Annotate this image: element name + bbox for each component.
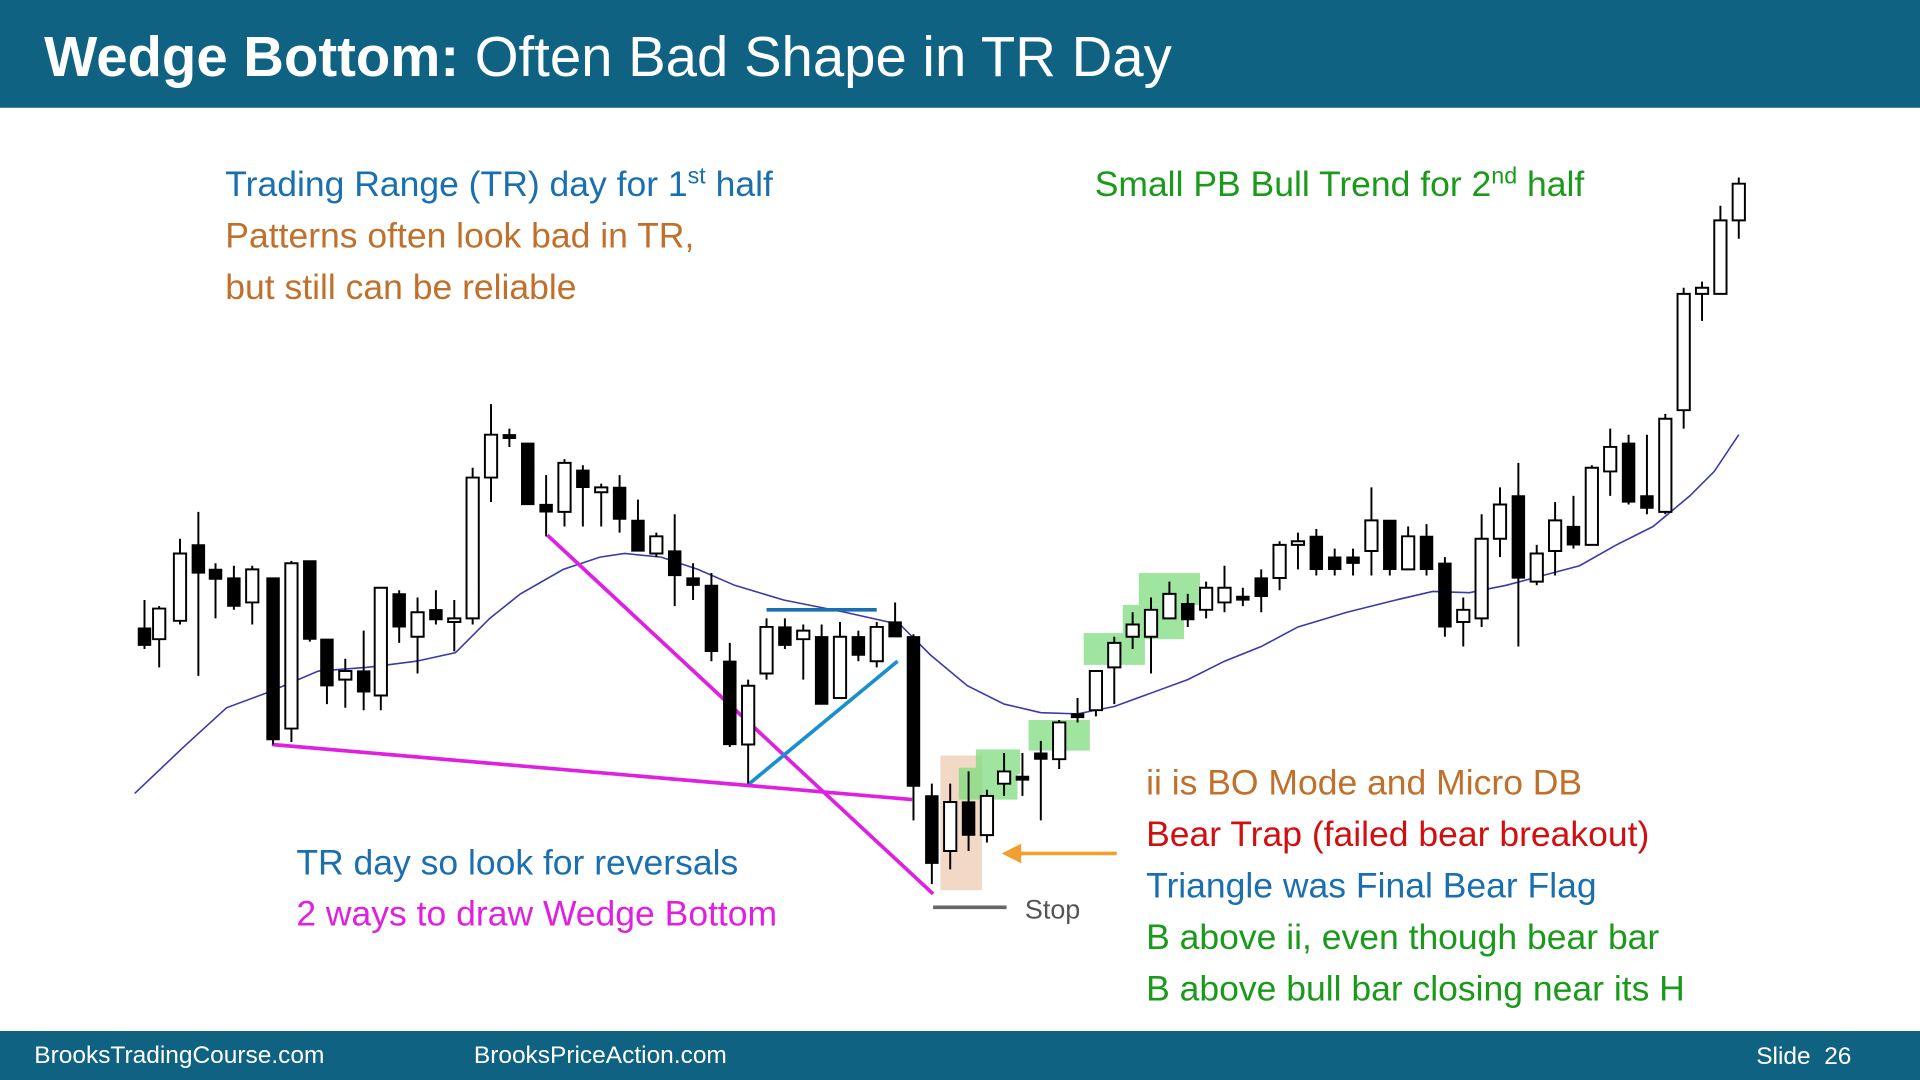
footer-link: BrooksPriceAction.com	[474, 1042, 727, 1069]
note: Patterns often look bad in TR,	[225, 215, 694, 255]
slide-number: Slide 26	[1756, 1043, 1851, 1070]
bull-bodies	[152, 182, 1746, 852]
footer-bar	[0, 1031, 1920, 1080]
triangle-line	[748, 659, 899, 786]
note-text: half	[706, 164, 773, 204]
note: TR day so look for reversals	[296, 842, 738, 882]
note-text: but still can be reliable	[225, 267, 576, 307]
note-text: Patterns often look bad in TR,	[225, 215, 694, 255]
stop-label: Stop	[1025, 894, 1080, 924]
note: B above bull bar closing near its H	[1146, 968, 1685, 1008]
footer-link: BrooksTradingCourse.com	[34, 1042, 324, 1069]
note: Bear Trap (failed bear breakout)	[1146, 814, 1649, 854]
header-bar	[0, 0, 1920, 108]
wedge-line	[546, 533, 935, 896]
arrow-head	[1001, 843, 1022, 864]
note: 2 ways to draw Wedge Bottom	[296, 894, 777, 934]
note: ii is BO Mode and Micro DB	[1146, 763, 1582, 803]
note: B above ii, even though bear bar	[1146, 917, 1659, 957]
wedge-line	[271, 742, 913, 802]
note: Trading Range (TR) day for 1st half	[225, 163, 773, 204]
highlight	[975, 749, 1020, 774]
note: Triangle was Final Bear Flag	[1146, 866, 1597, 906]
title-bold: Wedge Bottom:	[44, 25, 459, 88]
note-text: Trading Range (TR) day for 1	[225, 164, 687, 204]
bear-bodies	[137, 434, 1654, 864]
note: but still can be reliable	[225, 267, 576, 307]
superscript: nd	[1491, 163, 1517, 189]
title: Wedge Bottom: Often Bad Shape in TR Day	[44, 25, 1173, 88]
title-rest: Often Bad Shape in TR Day	[459, 25, 1172, 88]
moving-average	[134, 434, 1740, 795]
note-text: Small PB Bull Trend for 2	[1095, 164, 1492, 204]
superscript: st	[688, 163, 707, 189]
note-text: half	[1517, 164, 1584, 204]
note: Small PB Bull Trend for 2nd half	[1095, 163, 1585, 204]
